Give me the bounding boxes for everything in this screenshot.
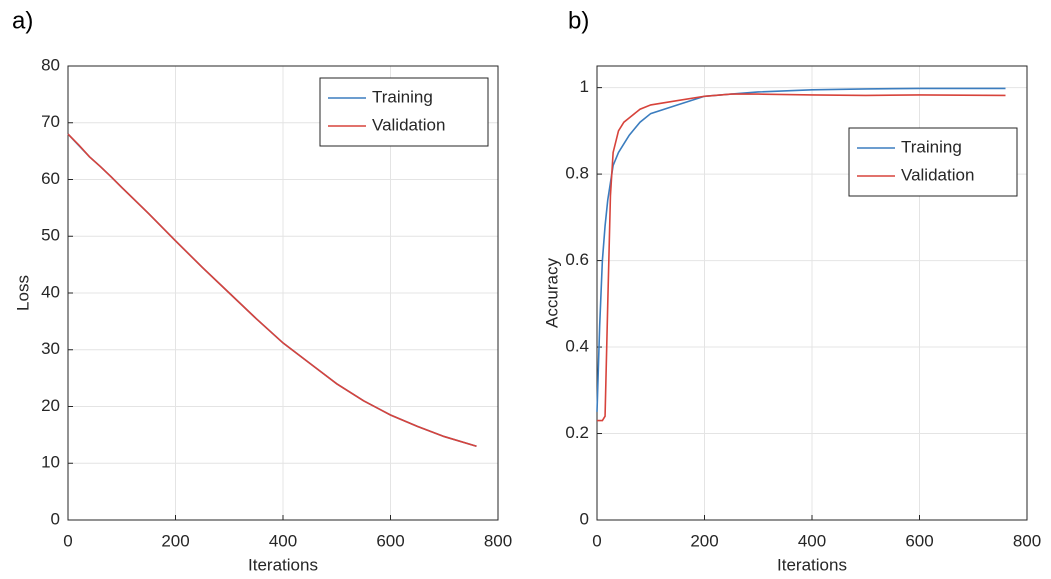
y-tick-label: 80 [41,55,60,74]
y-tick-label: 30 [41,339,60,358]
y-axis-label: Accuracy [542,258,561,328]
y-tick-label: 0 [51,509,60,528]
y-tick-label: 20 [41,396,60,415]
y-tick-label: 0.4 [565,337,589,356]
x-tick-label: 200 [690,531,718,550]
x-tick-label: 0 [63,531,72,550]
x-tick-label: 800 [1013,531,1041,550]
y-tick-label: 0 [580,509,589,528]
y-tick-label: 0.8 [565,164,589,183]
y-tick-label: 50 [41,226,60,245]
series-line [67,133,477,447]
panel-label: b) [568,7,589,34]
x-axis-label: Iterations [248,555,318,574]
y-axis-label: Loss [13,275,32,311]
x-tick-label: 400 [269,531,297,550]
y-tick-label: 0.6 [565,250,589,269]
legend-label: Validation [372,115,445,134]
y-tick-label: 1 [580,77,589,96]
x-tick-label: 0 [592,531,601,550]
series-line [596,87,1006,412]
axes-box [596,65,1028,521]
y-tick-label: 0.2 [565,423,589,442]
series-line [597,93,1006,422]
y-tick-label: 60 [41,169,60,188]
x-tick-label: 200 [161,531,189,550]
x-axis-label: Iterations [777,555,847,574]
panel-label: a) [12,7,33,34]
y-tick-label: 40 [41,282,60,301]
y-tick-label: 70 [41,112,60,131]
legend-label: Training [372,87,433,106]
legend-label: Validation [901,165,974,184]
x-tick-label: 400 [798,531,826,550]
y-tick-label: 10 [41,453,60,472]
legend-box [319,77,489,147]
legend-box [848,127,1018,197]
x-tick-label: 800 [484,531,512,550]
axes-box [67,65,499,521]
x-tick-label: 600 [905,531,933,550]
x-tick-label: 600 [376,531,404,550]
legend-label: Training [901,137,962,156]
